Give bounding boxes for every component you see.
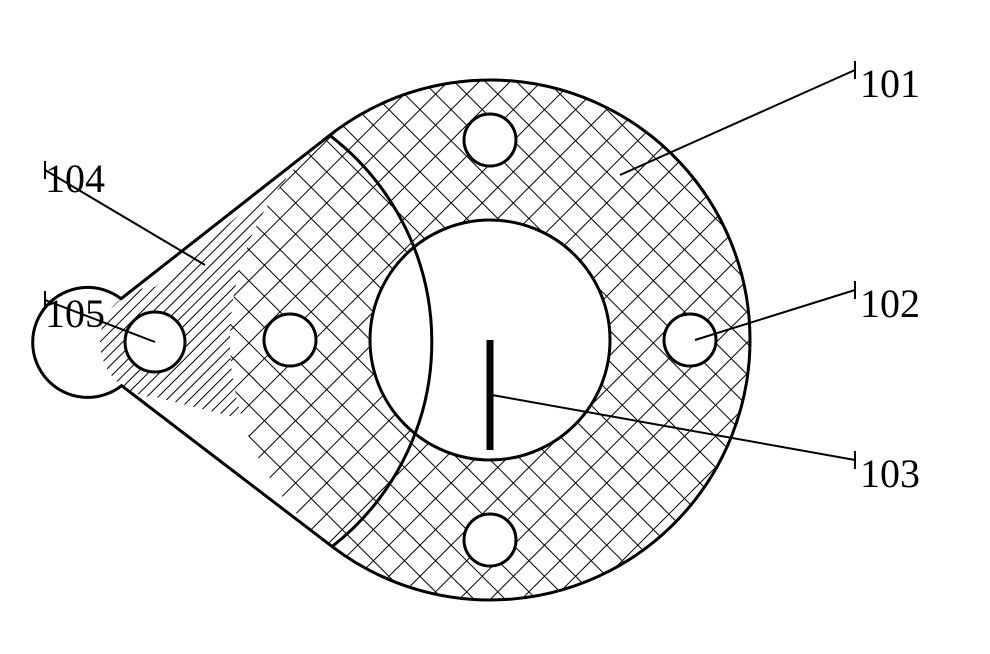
label-104: 104 xyxy=(45,155,105,202)
label-105: 105 xyxy=(45,290,105,337)
label-103: 103 xyxy=(860,450,920,497)
label-102: 102 xyxy=(860,280,920,327)
flange-body xyxy=(0,0,990,654)
label-101: 101 xyxy=(860,60,920,107)
